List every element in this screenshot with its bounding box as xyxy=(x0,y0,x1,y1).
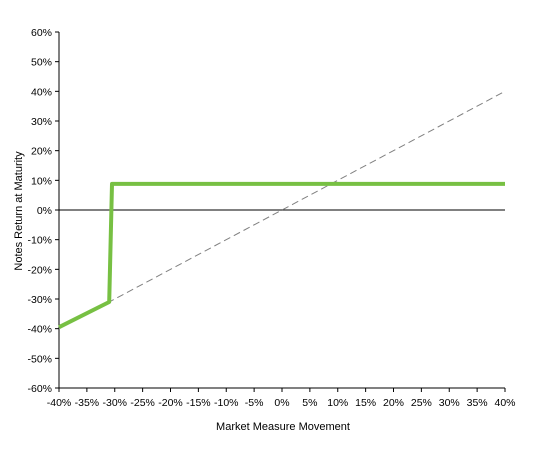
x-tick-label: 20% xyxy=(383,397,404,409)
y-tick-label: -10% xyxy=(27,235,52,247)
y-tick-label: -20% xyxy=(27,264,52,276)
x-tick-label: -15% xyxy=(186,397,211,409)
notes-return-line xyxy=(58,181,505,329)
y-tick-label: 20% xyxy=(31,146,52,158)
x-tick-label: -40% xyxy=(47,397,72,409)
x-axis-title: Market Measure Movement xyxy=(216,421,350,433)
x-tick-label: 15% xyxy=(355,397,376,409)
y-tick-label: 60% xyxy=(31,27,52,39)
x-tick-label: -5% xyxy=(245,397,264,409)
x-tick-label: 25% xyxy=(411,397,432,409)
y-tick-label: 50% xyxy=(31,57,52,69)
x-tick-label: 40% xyxy=(494,397,515,409)
y-axis-title: Notes Return at Maturity xyxy=(13,151,25,271)
x-tick-label: -30% xyxy=(102,397,127,409)
y-tick-label: -30% xyxy=(27,294,52,306)
x-tick-label: 30% xyxy=(439,397,460,409)
x-tick-label: -25% xyxy=(130,397,155,409)
x-tick-label: 10% xyxy=(327,397,348,409)
x-tick-label: 35% xyxy=(467,397,488,409)
x-tick-label: 5% xyxy=(302,397,317,409)
x-tick-label: -20% xyxy=(158,397,183,409)
x-tick-label: -35% xyxy=(75,397,100,409)
y-tick-label: 10% xyxy=(31,175,52,187)
y-tick-label: 0% xyxy=(37,205,52,217)
x-tick-label: -10% xyxy=(214,397,239,409)
y-tick-label: -40% xyxy=(27,324,52,336)
x-tick-label: 0% xyxy=(274,397,289,409)
y-tick-label: -50% xyxy=(27,353,52,365)
reference-line xyxy=(58,90,506,330)
y-tick-label: 30% xyxy=(31,116,52,128)
y-tick-label: 40% xyxy=(31,86,52,98)
y-tick-label: -60% xyxy=(27,383,52,395)
